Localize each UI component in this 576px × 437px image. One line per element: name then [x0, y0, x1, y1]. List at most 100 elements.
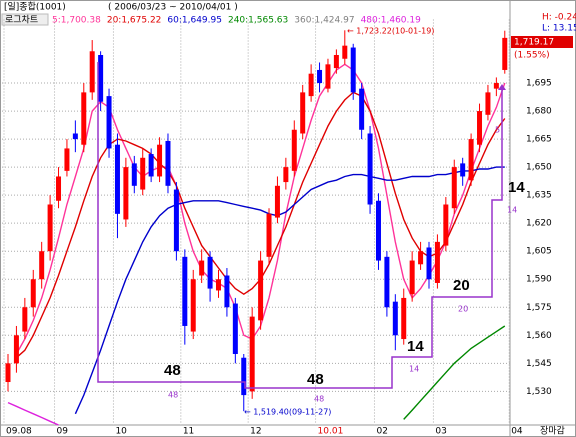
legend-entry: 240:1,565.63 [228, 16, 288, 26]
candle-body [241, 357, 247, 396]
price-box [511, 36, 573, 48]
x-tick-label: 09 [57, 427, 69, 437]
ma-line [7, 401, 59, 426]
candle-body [451, 167, 457, 209]
candle-body [232, 303, 238, 354]
candle-body [131, 163, 137, 186]
legend-entry: 360:1,424.97 [294, 16, 354, 26]
last-price: 1,719.17 [514, 38, 554, 48]
candle-body [308, 73, 314, 97]
y-tick-label: 1,530 [526, 387, 552, 397]
candle-body [64, 148, 70, 171]
candle-body [89, 51, 95, 93]
candle-body [165, 140, 171, 186]
candle-body [173, 189, 179, 252]
period-sublabel: 48 [314, 395, 324, 404]
ma-line [403, 325, 506, 420]
candle-body [39, 251, 45, 280]
legend-entry: 60:1,649.95 [167, 16, 222, 26]
candle-body [317, 69, 323, 84]
candle-body [485, 92, 491, 115]
candle-body [190, 279, 196, 332]
candle-body [291, 129, 297, 171]
candle-body [13, 335, 19, 364]
candle-body [443, 204, 449, 246]
candle-body [375, 200, 381, 261]
chart-subtitle: ( 2006/03/23 ~ 2010/04/01 ) [108, 3, 238, 13]
candle-body [114, 144, 120, 214]
candle-body [199, 260, 205, 276]
x-tick-label: 12 [250, 427, 261, 437]
candle-body [81, 92, 87, 145]
candle-body [367, 133, 373, 205]
y-tick-label: 1,605 [526, 247, 552, 257]
candle-body [22, 307, 28, 332]
x-tick-label: 10.01 [318, 427, 344, 437]
h-label: H: -0.24 [542, 13, 576, 23]
legend-entry: 480:1,460.19 [361, 16, 422, 26]
l-label: L: 13.15 [542, 24, 576, 34]
candle-body [5, 363, 11, 383]
candle-body [325, 64, 331, 89]
period-sublabel: 48 [168, 391, 178, 400]
candle-body [359, 88, 365, 130]
x-tick-label: 04 [511, 427, 523, 437]
period-sublabel: 14 [409, 365, 419, 374]
candle-body [72, 133, 78, 140]
candle-body [123, 167, 129, 220]
candle-body [401, 297, 407, 340]
candle-body [384, 256, 390, 308]
candle-body [258, 260, 264, 321]
legend: 5:1,700.38 20:1,675.22 60:1,649.95 240:1,56… [52, 16, 421, 26]
period-steps [97, 62, 503, 389]
status: 장마감 [540, 425, 565, 437]
y-tick-label: 1,560 [526, 331, 552, 341]
candle-body [460, 163, 466, 177]
y-tick-label: 1,590 [526, 275, 552, 285]
low-note: ← 1,519.40(09-11-27) [244, 408, 331, 417]
candle-body [207, 256, 213, 289]
candle-body [274, 185, 280, 218]
period-label: 48 [164, 362, 181, 379]
period-sublabel: 5 [495, 126, 500, 135]
y-tick-label: 1,695 [526, 79, 552, 89]
candle-body [426, 247, 432, 280]
scale-label: 로그차트 [5, 14, 38, 26]
candle-body [392, 301, 398, 336]
period-label: 20 [453, 277, 470, 294]
legend-entry: 20:1,675.22 [107, 16, 162, 26]
candle-body [224, 275, 230, 308]
period-label: 14 [508, 179, 525, 196]
candle-body [493, 83, 499, 89]
candle-body [283, 167, 289, 183]
candle-body [182, 256, 188, 326]
chart-title: [일]종합(1001) [4, 2, 66, 13]
candle-body [350, 47, 356, 93]
candle-body [47, 204, 53, 252]
candle-body [157, 144, 163, 177]
candle-body [300, 92, 306, 134]
y-tick-label: 1,650 [526, 163, 552, 173]
candle-body [409, 260, 415, 295]
candle-body [56, 176, 62, 201]
candle-body [148, 154, 154, 177]
candle-body [418, 251, 424, 265]
candle-body [468, 139, 474, 181]
candle-body [477, 111, 483, 145]
candle-body [30, 279, 36, 308]
y-tick-label: 1,575 [526, 303, 552, 313]
period-arrow [498, 84, 506, 90]
y-tick-label: 1,545 [526, 359, 552, 369]
y-tick-label: 1,620 [526, 219, 552, 229]
candle-body [140, 157, 146, 190]
period-label: 48 [307, 371, 324, 388]
y-tick-label: 1,665 [526, 135, 552, 145]
period-label: 14 [407, 338, 424, 355]
y-tick-label: 1,635 [526, 191, 552, 201]
x-tick-label: 03 [435, 427, 446, 437]
candle-body [342, 45, 348, 59]
x-tick-label: 11 [183, 427, 194, 437]
legend-entry: 5:1,700.38 [52, 16, 101, 26]
grid [2, 19, 510, 425]
